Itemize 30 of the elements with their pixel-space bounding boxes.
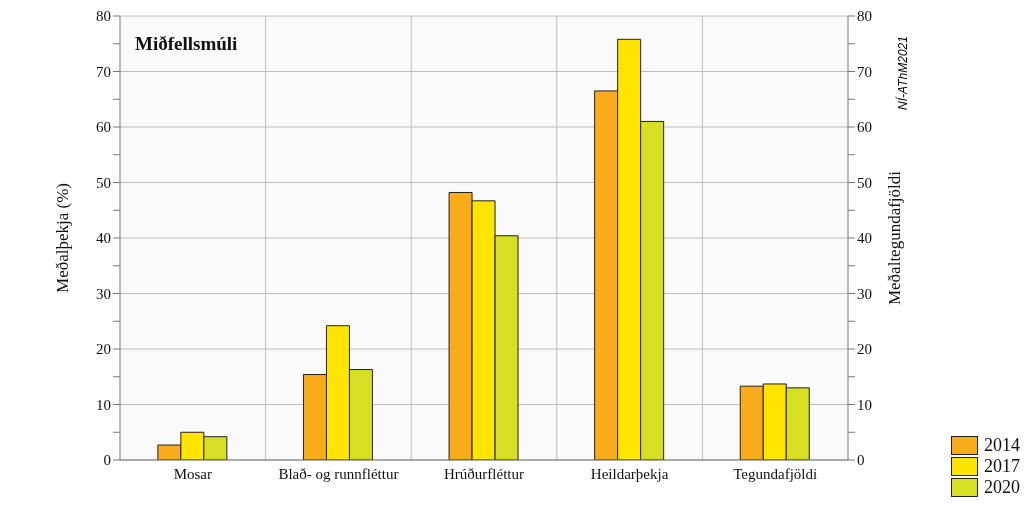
- y-tick-label: 60: [96, 119, 111, 136]
- x-tick-label: Mosar: [173, 465, 212, 482]
- y-tick-label: 30: [96, 285, 111, 302]
- x-tick-label: Blað- og runnfléttur: [278, 465, 399, 482]
- y2-tick-label: 20: [857, 341, 872, 358]
- y2-tick-label: 40: [857, 230, 872, 247]
- y2-tick-label: 70: [857, 63, 872, 80]
- legend-label: 2014: [984, 435, 1020, 456]
- y-axis-title: Meðalþekja (%): [53, 183, 73, 293]
- y2-tick-label: 50: [857, 174, 872, 191]
- legend-label: 2017: [984, 456, 1020, 477]
- y2-axis-title: Meðaltegundafjöldi: [885, 170, 905, 306]
- y2-tick-label: 10: [857, 396, 872, 413]
- text: NÍ-AThM2021: [896, 35, 910, 112]
- text: Miðfellsmúli: [135, 33, 238, 55]
- y-tick-label: 10: [96, 396, 111, 413]
- y2-tick-label: 80: [857, 8, 872, 25]
- y-tick-label: 20: [96, 341, 111, 358]
- y2-tick-label: 60: [857, 119, 872, 136]
- x-tick-label: Heildarþekja: [590, 465, 669, 482]
- legend-label: 2020: [984, 477, 1020, 498]
- x-tick-label: Hrúðurfléttur: [444, 465, 524, 482]
- x-tick-label: Tegundafjöldi: [733, 465, 818, 482]
- y-tick-label: 40: [96, 230, 111, 247]
- y-tick-label: 0: [103, 452, 111, 469]
- y-tick-label: 70: [96, 63, 111, 80]
- y2-tick-label: 0: [857, 452, 865, 469]
- y-tick-label: 50: [96, 174, 111, 191]
- y-tick-label: 80: [96, 8, 111, 25]
- y2-tick-label: 30: [857, 285, 872, 302]
